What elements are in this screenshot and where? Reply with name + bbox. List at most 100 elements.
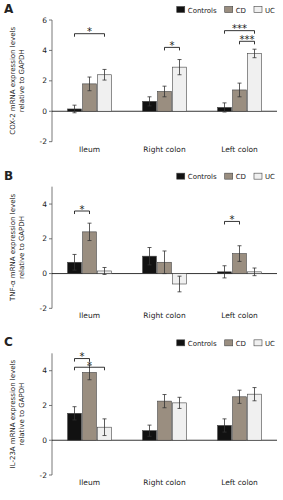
y-tick <box>49 50 52 51</box>
legend-swatch <box>225 340 233 346</box>
significance-label: * <box>87 26 92 37</box>
legend: Controls CD UC <box>177 7 275 15</box>
error-bar <box>88 77 92 91</box>
bar <box>248 53 262 111</box>
bar <box>233 397 247 440</box>
y-tick <box>49 80 52 81</box>
y-axis-label: TNF-α mRNA expression levelsrelative to … <box>9 194 26 302</box>
y-tick-label: 0 <box>42 269 47 278</box>
legend-label: UC <box>265 173 275 181</box>
legend-swatch <box>254 7 262 13</box>
legend-label: CD <box>236 340 246 348</box>
x-tick-label: Left colon <box>221 311 258 320</box>
bars <box>52 211 277 292</box>
panel-label: B <box>4 169 13 183</box>
y-axis-line <box>52 187 53 309</box>
y-tick <box>49 141 52 142</box>
error-bar <box>148 248 152 265</box>
y-tick <box>49 204 52 205</box>
bars <box>52 31 277 113</box>
x-tick-label: Right colon <box>143 311 186 320</box>
error-bar <box>238 246 242 262</box>
error-bar <box>238 390 242 403</box>
error-bar <box>223 103 227 112</box>
error-bar <box>103 69 107 80</box>
y-tick-label: 2 <box>42 234 47 243</box>
error-bar <box>178 276 182 292</box>
error-bar <box>253 388 257 401</box>
x-tick-label: Ileum <box>79 478 100 487</box>
legend-swatch <box>254 173 262 179</box>
y-tick-label: 4 <box>42 46 47 55</box>
error-bar <box>163 86 167 97</box>
error-bar <box>103 267 107 274</box>
error-bar <box>163 395 167 408</box>
significance-label: *** <box>240 34 255 45</box>
significance-label: *** <box>232 23 247 34</box>
error-bar <box>73 254 77 270</box>
bar <box>98 75 112 112</box>
y-tick-label: 6 <box>42 16 47 25</box>
error-bar <box>238 83 242 97</box>
x-tick-label: Ileum <box>79 145 100 154</box>
y-tick-label: -2 <box>40 137 48 146</box>
y-axis-label: COX-2 mRNA expression levelsrelative to … <box>9 27 26 135</box>
error-bar <box>253 49 257 58</box>
legend-label: UC <box>265 340 275 348</box>
error-bar <box>178 397 182 408</box>
legend-label: Controls <box>188 7 217 15</box>
legend: Controls CD UC <box>177 173 275 181</box>
error-bar <box>148 97 152 106</box>
y-tick-label: 2 <box>42 76 47 85</box>
panel: C IL-23A mRNA expression levelsrelative t… <box>4 335 277 487</box>
significance-label: * <box>230 214 235 225</box>
y-axis-line <box>52 20 53 142</box>
y-tick-label: 4 <box>42 366 47 375</box>
bar <box>248 394 262 440</box>
legend-label: CD <box>236 7 246 15</box>
y-tick <box>49 405 52 406</box>
y-tick-label: 0 <box>42 107 47 116</box>
error-bar <box>163 251 167 274</box>
y-tick <box>49 238 52 239</box>
y-axis-label: IL-23A mRNA expression levelsrelative to… <box>9 360 26 469</box>
panel-label: C <box>4 335 13 349</box>
y-tick-label: -2 <box>40 471 48 480</box>
error-bar <box>148 425 152 436</box>
significance-label: * <box>170 40 175 51</box>
error-bar <box>253 268 257 276</box>
significance-label: * <box>80 204 85 215</box>
y-tick-label: -2 <box>40 304 48 313</box>
y-tick <box>49 111 52 112</box>
legend-label: CD <box>236 173 246 181</box>
legend-swatch <box>225 173 233 179</box>
significance-label: * <box>80 351 85 362</box>
significance-label: * <box>87 360 92 371</box>
legend-swatch <box>177 7 185 13</box>
y-tick <box>49 308 52 309</box>
panel-label: A <box>4 2 14 16</box>
legend-swatch <box>225 7 233 13</box>
error-bar <box>73 407 77 420</box>
x-tick-label: Left colon <box>221 145 258 154</box>
y-tick-label: 2 <box>42 401 47 410</box>
bars <box>52 359 277 441</box>
error-bar <box>223 266 227 278</box>
x-tick-label: Right colon <box>143 145 186 154</box>
y-tick-label: 0 <box>42 436 47 445</box>
x-tick-label: Ileum <box>79 311 100 320</box>
y-axis-line <box>52 353 53 475</box>
y-tick <box>49 20 52 21</box>
y-axis: -2 0 2 4 <box>40 187 52 313</box>
x-tick-label: Right colon <box>143 478 186 487</box>
y-tick <box>49 475 52 476</box>
panel: B TNF-α mRNA expression levelsrelative to… <box>4 169 277 321</box>
x-tick-label: Left colon <box>221 478 258 487</box>
y-axis: -2 0 2 4 6 <box>40 16 52 147</box>
legend-swatch <box>177 340 185 346</box>
y-tick-label: 4 <box>42 200 47 209</box>
legend-label: UC <box>265 7 275 15</box>
y-tick <box>49 370 52 371</box>
bar <box>173 403 187 440</box>
legend-label: Controls <box>188 173 217 181</box>
